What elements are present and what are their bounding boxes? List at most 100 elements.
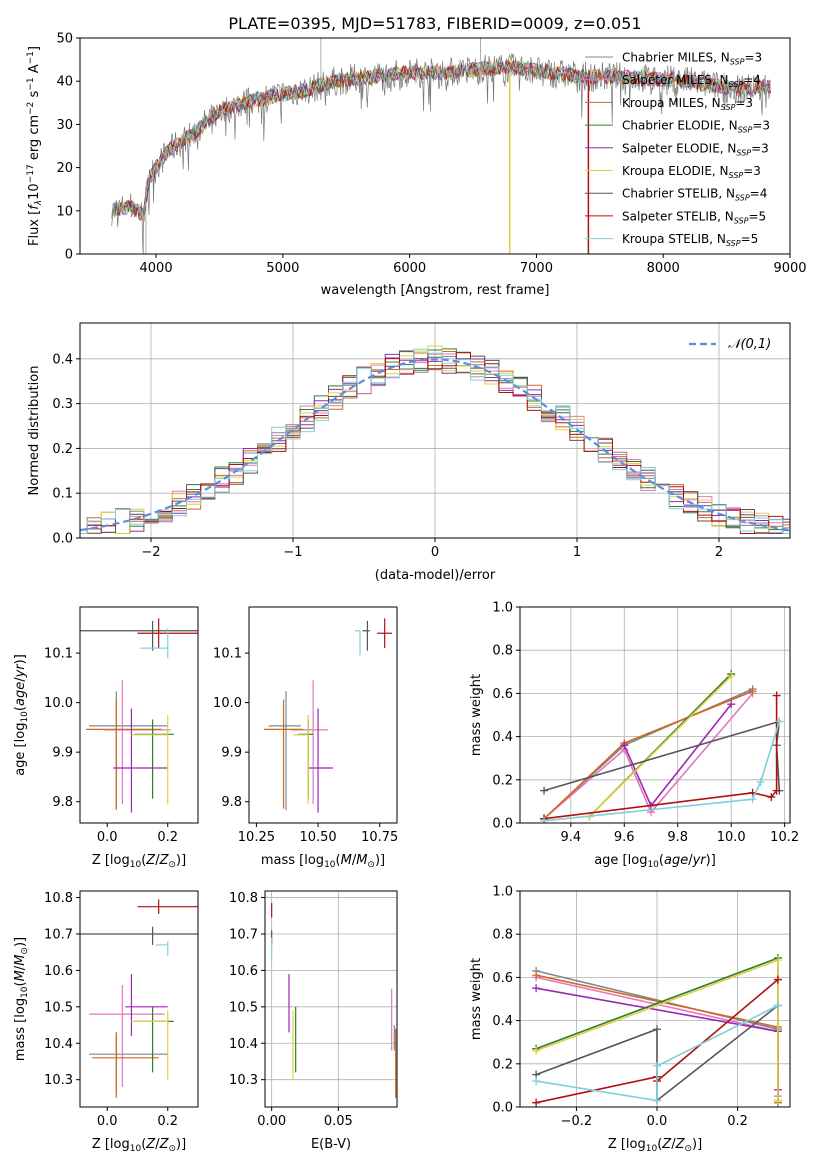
x-tick-label: −0.2 (561, 1114, 593, 1129)
x-tick-label: 0.2 (157, 830, 178, 845)
axes-weight_vs_age: 9.4 9.6 9.8 10.0 10.2 0.0 0.2 0.4 0.6 0.8 1.0 (492, 601, 799, 846)
series-marker (773, 975, 782, 984)
y-tick-label: 9.8 (52, 795, 73, 810)
x-tick-label: 2 (715, 545, 723, 560)
y-tick-label: 0.1 (52, 487, 73, 502)
histogram-step-line (80, 348, 790, 534)
x-tick-label: 7000 (520, 261, 553, 276)
series-line (543, 692, 754, 820)
y-tick-label: 10.0 (44, 696, 73, 711)
x-tick-label: 0.0 (97, 830, 118, 845)
series-marker (775, 717, 784, 726)
plots-layer: 4000 5000 6000 7000 8000 900001020304050wavel… (13, 32, 807, 1155)
series-marker (772, 786, 781, 795)
x-tick-label: 9.8 (667, 830, 688, 845)
y-tick-label: 0.2 (492, 1057, 513, 1072)
ebv-x-label: E(B-V) (311, 1137, 351, 1152)
spectrum-legend: Chabrier MILES, NSSP=3 Salpeter MILES, NS… (585, 51, 770, 248)
x-axis-label: mass [log10(M/M⊙)] (261, 853, 385, 870)
y-tick-label: 10.8 (44, 891, 73, 906)
y-tick-label: 10.3 (44, 1073, 73, 1088)
spectrum-frame (79, 37, 791, 255)
y-tick-label: 0.2 (52, 442, 73, 457)
y-tick-label: 10.4 (44, 1037, 73, 1052)
x-axis-label: age [log10(age/yr)] (594, 853, 716, 870)
series-marker (773, 1001, 782, 1010)
x-tick-label: 0.05 (324, 1114, 353, 1129)
age-y-label: age [log10(age/yr)] (13, 654, 30, 776)
x-tick-label: 5000 (266, 261, 299, 276)
x-axis-label: Z [log10(Z/Z⊙)] (92, 1137, 186, 1154)
spectrum-model-line (111, 61, 771, 219)
x-axis-label: Z [log10(Z/Z⊙)] (92, 853, 186, 870)
x-tick-label: 0.0 (647, 1114, 668, 1129)
legend-entry: Salpeter STELIB, NSSP=5 (622, 209, 766, 225)
frame-mass_vs_EBV (264, 890, 398, 1108)
x-tick-label: 9000 (773, 261, 806, 276)
y-tick-label: 0.4 (492, 730, 513, 745)
histogram-legend-label: 𝒩(0,1) (728, 337, 771, 352)
histogram-frame (79, 322, 791, 539)
spectrum-lines (111, 38, 771, 254)
y-tick-label: 9.9 (221, 746, 242, 761)
y-tick-label: 10.3 (229, 1073, 258, 1088)
x-tick-label: 8000 (647, 261, 680, 276)
x-axis-label: Z [log10(Z/Z⊙)] (608, 1137, 702, 1154)
y-tick-label: 10.7 (229, 927, 258, 942)
x-tick-label: 10.75 (361, 830, 398, 845)
legend-entry: Salpeter ELODIE, NSSP=3 (622, 141, 769, 157)
series-weight_vs_Z (532, 953, 782, 1107)
y-tick-label: 0.4 (52, 352, 73, 367)
y-tick-label: 50 (56, 32, 73, 47)
x-tick-label: 0.0 (97, 1114, 118, 1129)
series-marker (773, 1096, 782, 1105)
normal-curve (80, 358, 790, 532)
series-marker (653, 1096, 662, 1105)
axes-age_vs_Z: 0.0 0.2 9.8 9.9 10.0 10.1 (44, 647, 178, 845)
x-tick-label: 10.25 (238, 830, 275, 845)
series-marker (532, 984, 541, 993)
series-marker (540, 786, 549, 795)
legend-entry: Kroupa STELIB, NSSP=5 (622, 232, 758, 248)
y-tick-label: 30 (56, 118, 73, 133)
series-line (543, 720, 781, 792)
x-tick-label: 9.6 (614, 830, 635, 845)
mass-y-label: mass [log10(M/M⊙)] (13, 937, 30, 1061)
y-tick-label: 10 (56, 204, 73, 219)
series-line (535, 970, 779, 1030)
weight-y-label: mass weight (469, 958, 484, 1040)
x-tick-label: 10.50 (299, 830, 336, 845)
spectrum-x-label: wavelength [Angstrom, rest frame] (321, 283, 550, 298)
x-tick-label: 0.2 (157, 1114, 178, 1129)
y-tick-label: 0.8 (492, 644, 513, 659)
series-marker (653, 1061, 662, 1070)
legend-entry: Kroupa MILES, NSSP=3 (622, 96, 753, 112)
series-marker (620, 741, 629, 750)
series-line (588, 675, 732, 818)
y-tick-label: 0.8 (492, 928, 513, 943)
y-tick-label: 0.2 (492, 773, 513, 788)
y-tick-label: 10.4 (229, 1037, 258, 1052)
axes-mass_vs_Z: 0.0 0.2 10.3 10.4 10.5 10.6 10.7 10.8 (44, 891, 178, 1129)
y-tick-label: 10.7 (44, 927, 73, 942)
y-tick-label: 0.0 (492, 1101, 513, 1116)
errorbars-age_vs_Z (80, 618, 198, 813)
errorbars-mass_vs_EBV (271, 903, 397, 1098)
series-marker (532, 1046, 541, 1055)
series-marker (727, 700, 736, 709)
x-tick-label: −1 (283, 545, 302, 560)
frame-weight_vs_age (519, 606, 791, 824)
series-marker (756, 777, 765, 786)
y-tick-label: 40 (56, 75, 73, 90)
series-marker (727, 672, 736, 681)
y-tick-label: 0.0 (492, 817, 513, 832)
histogram-x-label: (data-model)/error (375, 568, 496, 583)
y-tick-label: 10.8 (229, 891, 258, 906)
y-tick-label: 1.0 (492, 601, 513, 616)
y-tick-label: 10.5 (229, 1000, 258, 1015)
x-tick-label: 0.2 (727, 1114, 748, 1129)
series-marker (532, 1077, 541, 1086)
series-line (544, 721, 781, 822)
legend-entry: Salpeter MILES, NSSP=4 (622, 73, 761, 89)
